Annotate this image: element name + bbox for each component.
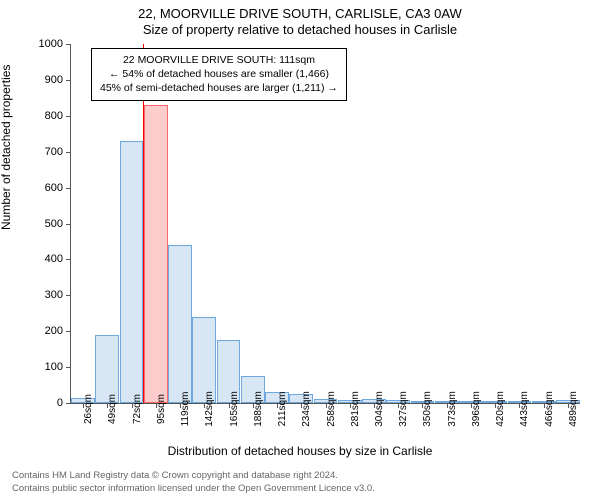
plot-area: 0100200300400500600700800900100026sqm49s… — [70, 44, 580, 404]
y-tick-label: 800 — [45, 110, 63, 122]
page-title-line1: 22, MOORVILLE DRIVE SOUTH, CARLISLE, CA3… — [0, 6, 600, 21]
x-tick-label: 489sqm — [568, 391, 579, 427]
y-tick-label: 0 — [57, 397, 63, 409]
y-tick — [66, 224, 71, 225]
annotation-line3: 45% of semi-detached houses are larger (… — [100, 81, 338, 95]
y-tick-label: 500 — [45, 218, 63, 230]
y-tick — [66, 403, 71, 404]
y-tick — [66, 367, 71, 368]
x-tick-label: 165sqm — [229, 391, 240, 427]
y-tick — [66, 152, 71, 153]
annotation-line1: 22 MOORVILLE DRIVE SOUTH: 111sqm — [100, 53, 338, 67]
x-tick-label: 350sqm — [422, 391, 433, 427]
y-tick-label: 100 — [45, 361, 63, 373]
x-tick-label: 420sqm — [495, 391, 506, 427]
annotation-box: 22 MOORVILLE DRIVE SOUTH: 111sqm ← 54% o… — [91, 48, 347, 101]
page-title-line2: Size of property relative to detached ho… — [0, 22, 600, 37]
x-tick-label: 95sqm — [156, 394, 167, 424]
y-tick-label: 200 — [45, 325, 63, 337]
x-tick-label: 396sqm — [471, 391, 482, 427]
x-tick-label: 211sqm — [277, 392, 288, 427]
x-tick-label: 304sqm — [374, 391, 385, 427]
histogram-bar — [120, 141, 144, 403]
y-tick-label: 700 — [45, 146, 63, 158]
histogram-bar — [192, 317, 216, 403]
x-tick-label: 188sqm — [253, 391, 264, 427]
x-tick-label: 119sqm — [180, 392, 191, 427]
y-tick-label: 300 — [45, 289, 63, 301]
y-tick — [66, 259, 71, 260]
x-tick-label: 142sqm — [204, 391, 215, 427]
x-tick-label: 327sqm — [398, 391, 409, 427]
histogram-bar — [168, 245, 192, 403]
x-tick-label: 258sqm — [326, 391, 337, 427]
y-tick-label: 400 — [45, 253, 63, 265]
y-tick-label: 1000 — [39, 38, 63, 50]
x-tick-label: 373sqm — [447, 391, 458, 427]
y-tick — [66, 331, 71, 332]
footer-text: Contains HM Land Registry data © Crown c… — [12, 470, 375, 496]
y-tick-label: 900 — [45, 74, 63, 86]
x-tick-label: 443sqm — [519, 391, 530, 427]
x-tick-label: 72sqm — [132, 394, 143, 424]
x-tick-label: 234sqm — [301, 391, 312, 427]
y-tick — [66, 188, 71, 189]
histogram-bar — [95, 335, 119, 403]
x-tick-label: 281sqm — [350, 391, 361, 427]
x-tick-label: 466sqm — [544, 391, 555, 427]
histogram-bar — [144, 105, 168, 403]
x-tick-label: 26sqm — [83, 394, 94, 424]
y-tick-label: 600 — [45, 182, 63, 194]
y-tick — [66, 80, 71, 81]
x-tick-label: 49sqm — [107, 394, 118, 424]
footer-line1: Contains HM Land Registry data © Crown c… — [12, 470, 375, 483]
footer-line2: Contains public sector information licen… — [12, 483, 375, 496]
x-axis-label: Distribution of detached houses by size … — [0, 444, 600, 458]
y-tick — [66, 44, 71, 45]
y-tick — [66, 116, 71, 117]
annotation-line2: ← 54% of detached houses are smaller (1,… — [100, 67, 338, 81]
chart-container: 22, MOORVILLE DRIVE SOUTH, CARLISLE, CA3… — [0, 0, 600, 500]
y-tick — [66, 295, 71, 296]
y-axis-label: Number of detached properties — [0, 65, 13, 230]
